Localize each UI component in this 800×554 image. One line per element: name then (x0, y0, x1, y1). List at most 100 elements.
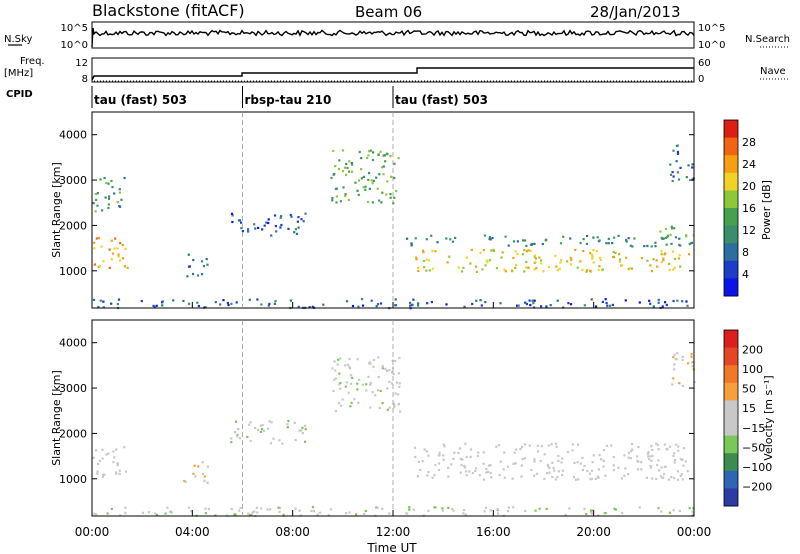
echo-cell (267, 218, 270, 221)
echo-cell (596, 475, 599, 478)
echo-cell (530, 468, 533, 472)
echo-cell (538, 507, 541, 510)
echo-cell (275, 230, 278, 233)
echo-cell (673, 363, 676, 366)
echo-cell (437, 468, 441, 472)
echo-cell (117, 298, 121, 301)
echo-cell (339, 404, 343, 407)
echo-cell (528, 299, 531, 302)
echo-cell (512, 462, 515, 465)
echo-cell (504, 235, 507, 238)
echo-cell (460, 463, 463, 467)
echo-cell (431, 476, 434, 479)
echo-cell (92, 456, 95, 459)
echo-cell (381, 367, 384, 370)
echo-cell (585, 512, 588, 516)
echo-cell (528, 444, 531, 447)
echo-cell (412, 508, 415, 511)
echo-cell (96, 192, 99, 195)
echo-cell (361, 383, 364, 386)
echo-cell (677, 449, 680, 452)
echo-cell (297, 305, 300, 308)
echo-cell (583, 507, 586, 510)
echo-cell (361, 304, 365, 307)
echo-cell (660, 253, 663, 256)
colorbar-swatch (724, 260, 738, 279)
echo-cell (332, 149, 335, 153)
y-tick-label: 2000 (59, 219, 87, 232)
echo-cell (535, 472, 539, 475)
echo-cell (667, 478, 671, 481)
echo-cell (419, 468, 422, 472)
echo-cell (101, 473, 105, 476)
echo-cell (318, 511, 321, 514)
colorbar-swatch (724, 278, 738, 297)
colorbar-swatch (724, 347, 738, 366)
velocity-panel: 1000 2000 3000 4000 Slant Range [km] (50, 319, 696, 518)
echo-cell (686, 362, 690, 365)
echo-cell (677, 445, 680, 448)
echo-cell (572, 476, 576, 479)
echo-cell (678, 243, 681, 246)
echo-cell (586, 269, 589, 272)
colorbar-tick-label: 100 (742, 363, 763, 376)
cpid-segment-label: tau (fast) 503 (94, 93, 187, 107)
echo-cell (422, 251, 425, 254)
echo-cell (603, 512, 606, 515)
echo-cell (304, 440, 307, 443)
echo-cell (688, 243, 691, 246)
echo-cell (545, 472, 549, 475)
echo-cell (623, 474, 626, 477)
echo-cell (659, 230, 662, 233)
echo-cell (484, 301, 487, 304)
nave-label: Nave (760, 66, 786, 77)
echo-cell (488, 259, 491, 262)
echo-cell (533, 460, 536, 463)
echo-cell (666, 234, 670, 237)
echo-cell (310, 509, 313, 513)
echo-cell (662, 258, 665, 262)
echo-cell (679, 458, 682, 461)
echo-cell (397, 157, 400, 160)
echo-cell (423, 266, 426, 269)
freq-left-tick-top: 12 (75, 58, 88, 69)
echo-cell (117, 253, 120, 256)
echo-cell (649, 464, 652, 468)
echo-cell (581, 468, 584, 471)
noise-trace (91, 27, 695, 48)
echo-cell (607, 242, 610, 245)
echo-cell (657, 459, 660, 462)
echo-cell (459, 457, 462, 460)
echo-cell (344, 194, 347, 197)
echo-cell (392, 373, 395, 376)
echo-cell (504, 270, 507, 273)
echo-cell (633, 237, 636, 240)
echo-cell (236, 435, 239, 438)
echo-cell (514, 263, 518, 267)
echo-cell (623, 454, 626, 457)
echo-cell (93, 241, 96, 244)
echo-cell (406, 237, 409, 240)
echo-cell (351, 304, 355, 308)
echo-cell (280, 223, 283, 227)
echo-cell (612, 469, 616, 472)
echo-cell (97, 462, 100, 466)
freq-panel: 12 8 60 0 (75, 57, 711, 85)
echo-cell (651, 477, 654, 480)
echo-cell (397, 403, 400, 406)
echo-cell (648, 299, 651, 302)
echo-cell (538, 256, 541, 259)
echo-cell (457, 266, 460, 269)
echo-cell (376, 389, 380, 392)
echo-cell (521, 239, 525, 242)
echo-cell (637, 468, 640, 471)
echo-cell (414, 455, 417, 459)
echo-cell (464, 470, 468, 473)
echo-cell (365, 383, 368, 386)
echo-cell (207, 508, 210, 511)
echo-cell (360, 177, 363, 180)
echo-cell (201, 472, 204, 475)
echo-cell (669, 163, 672, 166)
echo-cell (378, 199, 381, 202)
echo-cell (94, 210, 97, 213)
